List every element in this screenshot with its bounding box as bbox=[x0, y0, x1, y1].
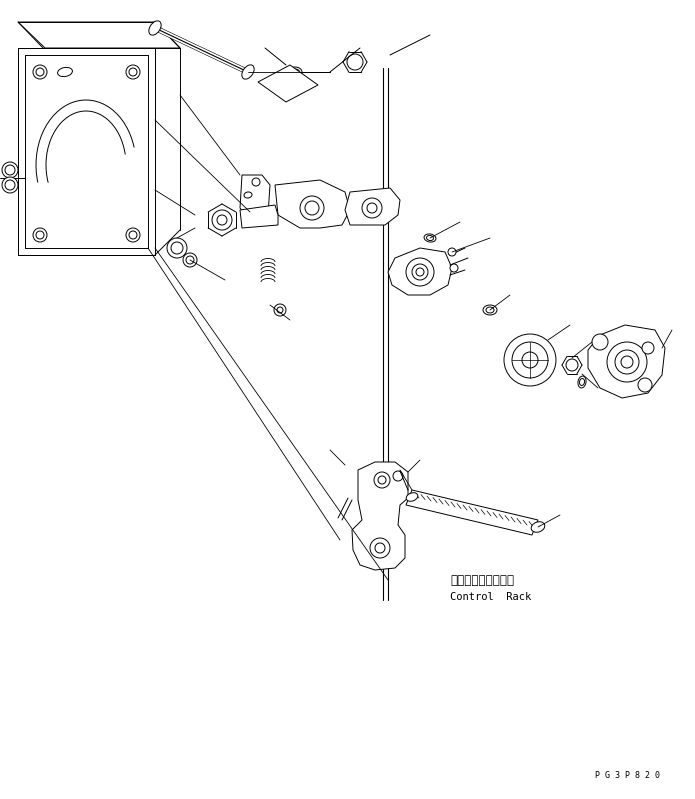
Ellipse shape bbox=[242, 65, 254, 79]
Circle shape bbox=[126, 228, 140, 242]
Circle shape bbox=[621, 356, 633, 368]
Circle shape bbox=[393, 471, 403, 481]
Circle shape bbox=[2, 177, 18, 193]
Text: P G 3 P 8 2 0: P G 3 P 8 2 0 bbox=[595, 770, 660, 780]
Circle shape bbox=[362, 198, 382, 218]
Circle shape bbox=[167, 238, 187, 258]
Polygon shape bbox=[258, 65, 318, 102]
Circle shape bbox=[183, 253, 197, 267]
Circle shape bbox=[592, 334, 608, 350]
Circle shape bbox=[374, 472, 390, 488]
Ellipse shape bbox=[291, 69, 300, 75]
Circle shape bbox=[217, 215, 227, 225]
Polygon shape bbox=[406, 490, 538, 535]
Ellipse shape bbox=[486, 307, 494, 313]
Circle shape bbox=[406, 258, 434, 286]
Circle shape bbox=[450, 264, 458, 272]
Polygon shape bbox=[388, 248, 452, 295]
Circle shape bbox=[36, 231, 44, 239]
Ellipse shape bbox=[531, 522, 545, 532]
Circle shape bbox=[638, 378, 652, 392]
Circle shape bbox=[522, 352, 538, 368]
Ellipse shape bbox=[288, 67, 302, 77]
Circle shape bbox=[607, 342, 647, 382]
Polygon shape bbox=[18, 48, 155, 255]
Circle shape bbox=[36, 68, 44, 76]
Polygon shape bbox=[588, 325, 665, 398]
Circle shape bbox=[126, 65, 140, 79]
Circle shape bbox=[566, 359, 578, 371]
Circle shape bbox=[378, 476, 386, 484]
Circle shape bbox=[370, 538, 390, 558]
Circle shape bbox=[5, 165, 15, 175]
Circle shape bbox=[129, 68, 137, 76]
Circle shape bbox=[171, 242, 183, 254]
Circle shape bbox=[367, 203, 377, 213]
Ellipse shape bbox=[149, 21, 161, 35]
Circle shape bbox=[274, 304, 286, 316]
Polygon shape bbox=[240, 175, 270, 218]
Circle shape bbox=[5, 180, 15, 190]
Circle shape bbox=[300, 196, 324, 220]
Ellipse shape bbox=[580, 379, 584, 385]
Polygon shape bbox=[352, 462, 408, 570]
Circle shape bbox=[33, 228, 47, 242]
Circle shape bbox=[347, 54, 363, 70]
Circle shape bbox=[375, 543, 385, 553]
Ellipse shape bbox=[406, 493, 418, 501]
Polygon shape bbox=[240, 205, 278, 228]
Ellipse shape bbox=[58, 67, 72, 77]
Ellipse shape bbox=[578, 376, 586, 388]
Ellipse shape bbox=[427, 236, 434, 240]
Circle shape bbox=[212, 210, 232, 230]
Circle shape bbox=[2, 162, 18, 178]
Circle shape bbox=[615, 350, 639, 374]
Ellipse shape bbox=[483, 305, 497, 315]
Circle shape bbox=[252, 178, 260, 186]
Text: Control  Rack: Control Rack bbox=[450, 592, 531, 602]
Circle shape bbox=[186, 256, 194, 264]
Polygon shape bbox=[275, 180, 350, 228]
Ellipse shape bbox=[244, 192, 252, 198]
Circle shape bbox=[512, 342, 548, 378]
Circle shape bbox=[416, 268, 424, 276]
Circle shape bbox=[33, 65, 47, 79]
Circle shape bbox=[642, 342, 654, 354]
Ellipse shape bbox=[424, 234, 436, 242]
Circle shape bbox=[305, 201, 319, 215]
Circle shape bbox=[504, 334, 556, 386]
Circle shape bbox=[277, 307, 283, 313]
Text: コントロールラック: コントロールラック bbox=[450, 574, 514, 586]
Circle shape bbox=[448, 248, 456, 256]
Polygon shape bbox=[345, 188, 400, 225]
Circle shape bbox=[412, 264, 428, 280]
Circle shape bbox=[129, 231, 137, 239]
Polygon shape bbox=[18, 22, 180, 48]
